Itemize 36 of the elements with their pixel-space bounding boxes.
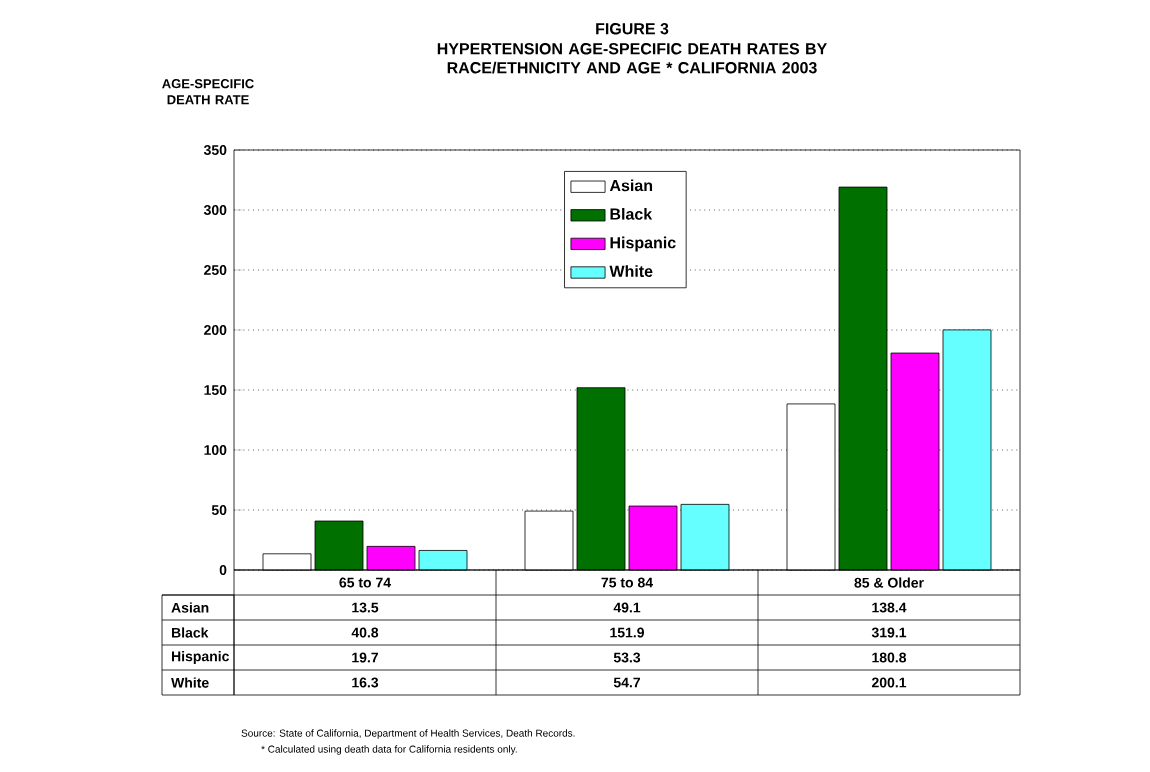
data-label: 49.1 [613, 602, 641, 613]
data-label: 13.5 [352, 602, 379, 613]
x-tick-label: 75 to 84 [601, 577, 653, 588]
data-label: 53.3 [613, 652, 641, 663]
legend-label: White [609, 265, 653, 277]
data-label: 180.8 [872, 652, 907, 663]
chart-subtitle: HYPERTENSION AGE-SPECIFIC DEATH RATES BY RACE/ETHNICITY AND AGE * CALIFORNIA 2003 [437, 43, 827, 74]
text: Hispanic [172, 651, 230, 665]
source-note: Source: State of California, Department of Health Services, Death Records. [241, 729, 575, 739]
text: White [171, 677, 209, 688]
data-label: 54.7 [613, 677, 640, 688]
legend-label: Black [610, 208, 653, 220]
x-tick-label: 65 to 74 [339, 577, 391, 588]
y-tick-label: 200 [204, 325, 227, 335]
y-tick-label: 150 [204, 385, 227, 395]
data-label: 200.1 [871, 677, 907, 688]
legend-label: Asian [609, 179, 653, 192]
data-label: 16.3 [352, 677, 379, 688]
x-tick-label: 85 & Older [854, 577, 924, 588]
y-tick-label: 50 [211, 505, 227, 515]
legend-label: Hispanic [610, 236, 676, 252]
data-label: 151.9 [610, 627, 644, 638]
y-tick-label: 350 [203, 145, 227, 155]
data-label: 138.4 [872, 602, 907, 613]
y-tick-label: 100 [204, 445, 227, 455]
text: * Calculated using death data for California residents only. [261, 745, 517, 755]
chart-title: FIGURE 3 [596, 23, 669, 35]
data-label: 319.1 [871, 627, 907, 638]
y-tick-label: 300 [203, 205, 227, 215]
y-tick-label: 250 [204, 265, 227, 275]
text: Black [172, 627, 209, 638]
data-label: 40.8 [351, 627, 379, 638]
data-label: 19.7 [352, 652, 378, 663]
text: Asian [171, 602, 209, 613]
y-tick-label: 0 [219, 565, 227, 575]
y-axis-title: AGE-SPECIFIC DEATH RATE [162, 79, 254, 105]
